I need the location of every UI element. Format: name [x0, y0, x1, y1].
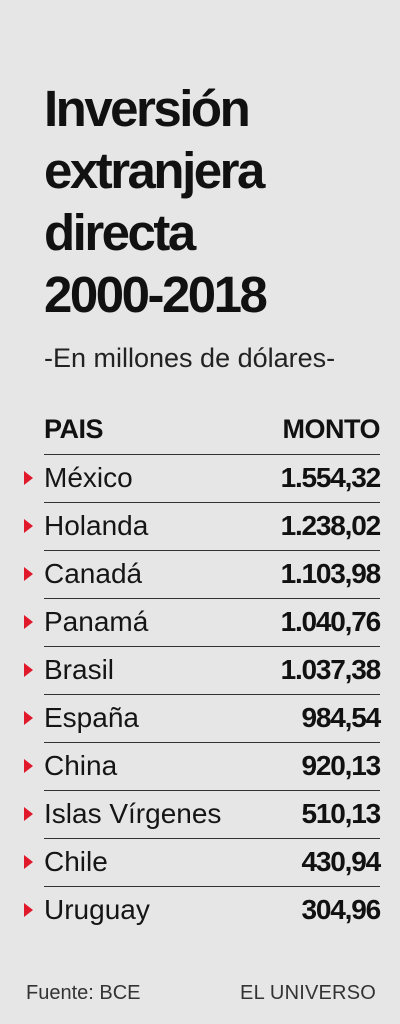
country-name: Brasil: [44, 654, 115, 685]
row-divider: [44, 454, 380, 455]
row-divider: [44, 646, 380, 647]
country-name: China: [44, 750, 118, 781]
table-row: España 984,54: [24, 694, 382, 742]
triangle-marker-icon: [24, 759, 33, 773]
triangle-marker-icon: [24, 567, 33, 581]
country-name: Panamá: [44, 606, 149, 637]
table-row: Uruguay 304,96: [24, 886, 382, 934]
table-row: Islas Vírgenes 510,13: [24, 790, 382, 838]
amount-value: 1.040,76: [280, 606, 382, 637]
publisher-brand: EL UNIVERSO: [240, 982, 376, 1004]
row-divider: [44, 790, 380, 791]
country-name: Islas Vírgenes: [44, 798, 222, 829]
title-line: Inversión: [44, 80, 251, 137]
triangle-marker-icon: [24, 807, 33, 821]
country-name: México: [44, 462, 133, 493]
row-divider: [44, 742, 380, 743]
amount-value: 1.103,98: [280, 558, 382, 589]
amount-value: 1.238,02: [280, 510, 382, 541]
table-header: PAIS MONTO: [44, 408, 380, 454]
triangle-marker-icon: [24, 615, 33, 629]
triangle-marker-icon: [24, 903, 33, 917]
header-amount: MONTO: [282, 414, 381, 444]
amount-value: 304,96: [301, 894, 382, 925]
title-line: directa: [44, 204, 196, 261]
title-line: 2000-2018: [44, 266, 268, 323]
triangle-marker-icon: [24, 855, 33, 869]
header-country: PAIS: [44, 414, 104, 444]
country-name: Holanda: [44, 510, 149, 541]
amount-value: 920,13: [301, 750, 382, 781]
table-row: Holanda 1.238,02: [24, 502, 382, 550]
triangle-marker-icon: [24, 663, 33, 677]
row-divider: [44, 886, 380, 887]
row-divider: [44, 838, 380, 839]
title-line: extranjera: [44, 142, 265, 199]
country-name: Canadá: [44, 558, 143, 589]
investment-table: PAIS MONTO México 1.554,32 Holanda 1.238,02…: [24, 408, 382, 934]
table-rows: México 1.554,32 Holanda 1.238,02 Canadá 1.103…: [24, 454, 382, 934]
chart-subtitle: -En millones de dólares-: [44, 343, 336, 373]
amount-value: 1.554,32: [280, 462, 382, 493]
triangle-marker-icon: [24, 471, 33, 485]
triangle-marker-icon: [24, 519, 33, 533]
amount-value: 510,13: [301, 798, 382, 829]
footer: Fuente: BCE EL UNIVERSO: [0, 982, 400, 1012]
chart-title: Inversión extranjera directa 2000-2018: [44, 78, 384, 326]
amount-value: 430,94: [301, 846, 382, 877]
table-row: México 1.554,32: [24, 454, 382, 502]
row-divider: [44, 502, 380, 503]
source-credit: Fuente: BCE: [26, 982, 141, 1004]
table-row: Canadá 1.103,98: [24, 550, 382, 598]
table-row: Panamá 1.040,76: [24, 598, 382, 646]
country-name: España: [44, 702, 139, 733]
country-name: Chile: [44, 846, 108, 877]
table-row: Brasil 1.037,38: [24, 646, 382, 694]
table-row: Chile 430,94: [24, 838, 382, 886]
amount-value: 984,54: [301, 702, 382, 733]
row-divider: [44, 550, 380, 551]
country-name: Uruguay: [44, 894, 150, 925]
amount-value: 1.037,38: [280, 654, 382, 685]
triangle-marker-icon: [24, 711, 33, 725]
row-divider: [44, 694, 380, 695]
row-divider: [44, 598, 380, 599]
table-row: China 920,13: [24, 742, 382, 790]
